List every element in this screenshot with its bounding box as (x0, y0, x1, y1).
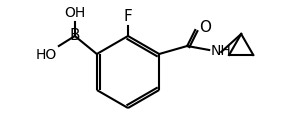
Text: F: F (124, 9, 132, 24)
Text: O: O (199, 21, 211, 36)
Text: HO: HO (35, 48, 57, 62)
Text: B: B (69, 29, 80, 44)
Text: NH: NH (210, 44, 231, 58)
Text: OH: OH (64, 6, 85, 20)
